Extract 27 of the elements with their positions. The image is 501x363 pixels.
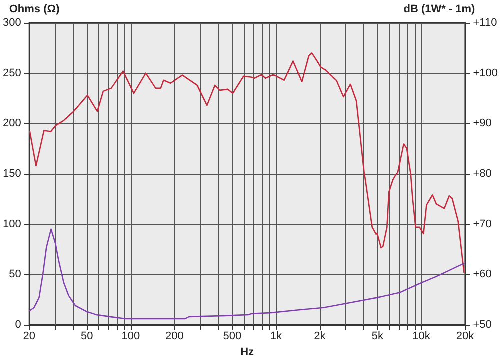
x-tick-label: 20 [23,330,36,342]
x-tick-label: 500 [223,330,242,342]
y-tick-label: 250 [2,67,22,80]
y-tick-label: 300 [2,17,22,29]
x-tick-label: 20k [456,330,475,342]
x-tick-label: 200 [165,330,184,342]
y2-tick-label: +90 [473,118,492,130]
y-tick-label: 0 [15,319,22,331]
y2-tick-label: +100 [473,67,498,80]
y2-tick-label: +110 [473,17,498,29]
x-tick-label: 1k [270,330,282,342]
y2-tick-label: +70 [473,218,492,230]
y-tick-label: 200 [2,118,22,130]
x-tick-label: 5k [372,330,384,342]
y-tick-label: 50 [9,268,22,281]
y2-tick-label: +50 [473,319,492,331]
y2-tick-label: +60 [473,268,492,281]
x-tick-label: 100 [122,330,140,342]
x-axis-title: Hz [240,346,255,358]
x-tick-label: 50 [81,330,94,342]
y-tick-label: 100 [2,218,22,230]
y2-axis-title: dB (1W* - 1m) [404,4,476,16]
y2-tick-label: +80 [473,168,492,180]
y-tick-label: 150 [2,168,22,180]
y-axis-title: Ohms (Ω) [9,4,60,16]
x-tick-label: 10k [412,330,431,342]
x-tick-label: 2k [314,330,326,342]
